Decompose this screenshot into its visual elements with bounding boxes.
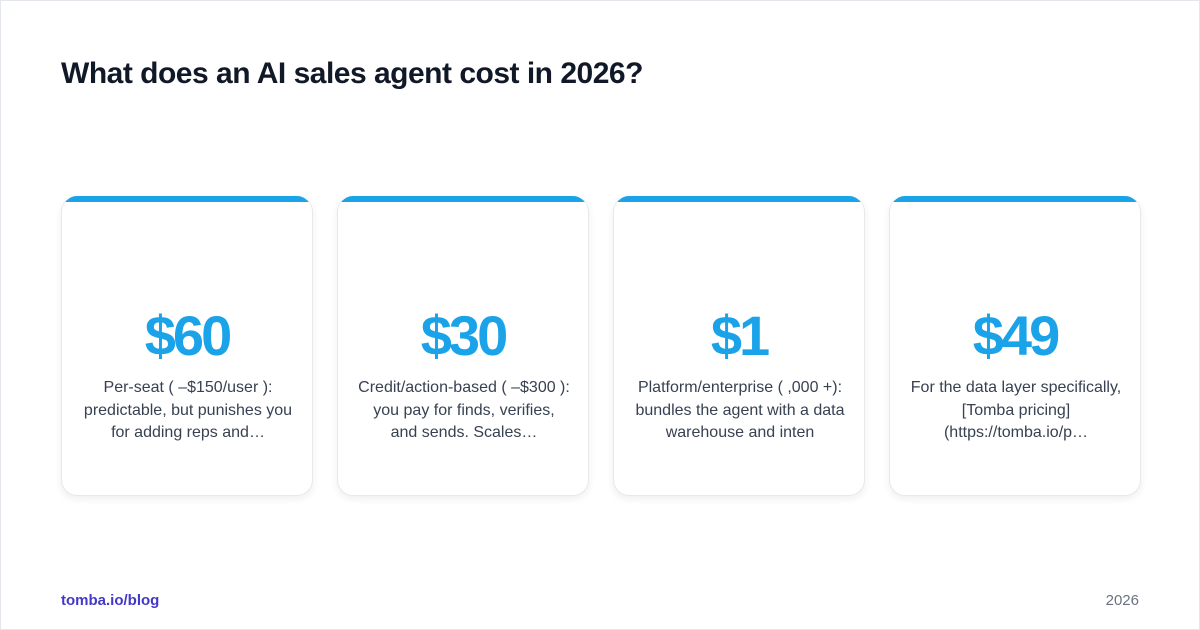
card-price: $30 <box>420 304 508 367</box>
card-accent-bar <box>890 196 1140 202</box>
card-price: $49 <box>972 304 1060 367</box>
card-description: For the data layer specifically, [Tomba … <box>910 379 1122 441</box>
card-accent-bar <box>338 196 588 202</box>
card-price: $1 <box>710 304 770 367</box>
pricing-card-credit-based: $30 Credit/action-based ( –$300 ): you p… <box>337 196 589 496</box>
card-description: Per-seat ( –$150/user ): predictable, bu… <box>83 379 293 441</box>
blog-link[interactable]: tomba.io/blog <box>61 592 160 609</box>
card-accent-bar <box>62 196 312 202</box>
card-price: $60 <box>144 304 232 367</box>
footer-year: 2026 <box>1105 592 1139 609</box>
pricing-card-data-layer: $49 For the data layer specifically, [To… <box>889 196 1141 496</box>
pricing-cards: $60 Per-seat ( –$150/user ): predictable… <box>61 196 1141 496</box>
pricing-card-per-seat: $60 Per-seat ( –$150/user ): predictable… <box>61 196 313 496</box>
card-description: Platform/enterprise ( ,000 +): bundles t… <box>635 379 845 441</box>
pricing-card-platform: $1 Platform/enterprise ( ,000 +): bundle… <box>613 196 865 496</box>
card-description: Credit/action-based ( –$300 ): you pay f… <box>358 379 570 441</box>
page-title: What does an AI sales agent cost in 2026… <box>61 57 643 90</box>
card-accent-bar <box>614 196 864 202</box>
